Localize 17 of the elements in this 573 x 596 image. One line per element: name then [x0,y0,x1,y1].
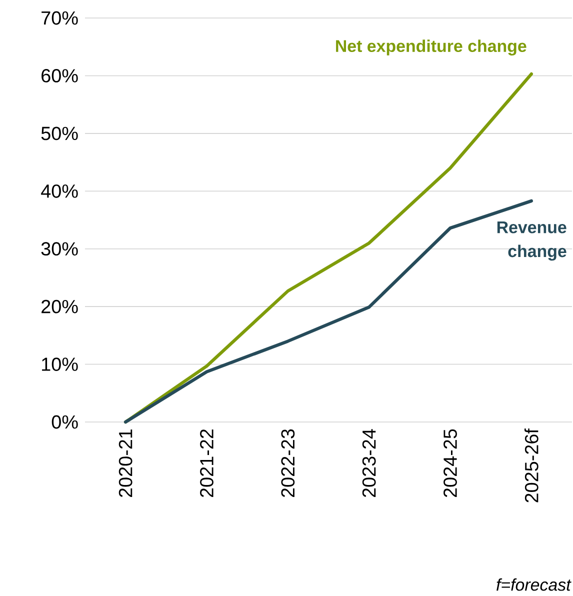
y-tick-label: 50% [41,126,78,140]
series-label: Net expenditure change [336,40,526,56]
x-tick-label: 2024-25 [443,429,457,498]
y-tick-label: 0% [52,415,78,429]
x-tick-label: 2022-23 [281,429,295,498]
y-tick-label: 70% [41,11,78,25]
y-tick-label: 10% [42,358,78,371]
x-tick-label: 2020-21 [118,429,132,498]
x-tick-label: 2021-22 [200,429,214,498]
y-tick-label: 20% [41,300,78,314]
y-tick-label: 30% [41,242,78,256]
series-label: Revenue change [497,221,566,261]
x-tick-label: 2025-26f [524,428,538,502]
text: f=forecast [496,578,572,591]
y-tick-label: 60% [41,69,78,82]
y-tick-label: 40% [40,184,78,198]
x-tick-label: 2023-24 [362,429,376,498]
